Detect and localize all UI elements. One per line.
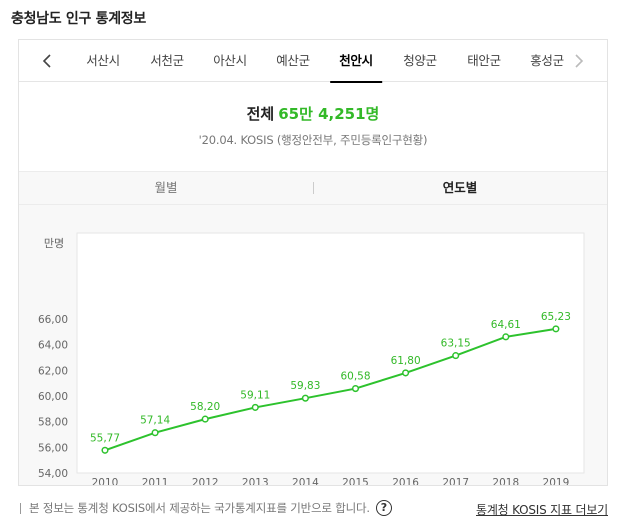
x-tick-label: 2011 <box>142 477 169 485</box>
data-point <box>301 394 309 402</box>
tab-7[interactable]: 태안군 <box>467 53 501 68</box>
data-point <box>201 415 209 423</box>
y-tick-label: 62,00 <box>38 365 68 377</box>
page-title: 충청남도 인구 통계정보 <box>11 11 146 27</box>
y-tick-label: 60,00 <box>38 391 68 403</box>
data-label: 59,11 <box>240 389 270 401</box>
plot-area <box>76 232 585 474</box>
chevron-left-icon[interactable] <box>33 40 61 82</box>
data-label: 58,20 <box>190 401 220 413</box>
data-label: 63,15 <box>441 338 471 350</box>
total-line: 전체 65만 4,251명 <box>19 103 607 124</box>
population-summary: 전체 65만 4,251명 '20.04. KOSIS (행정안전부, 주민등록인… <box>19 83 607 147</box>
data-label: 59,83 <box>290 380 320 392</box>
population-line-chart: 만명 54,00 56,00 58,00 60,00 62,00 64,00 66,00 2… <box>19 205 607 485</box>
y-tick-label: 66,00 <box>38 314 68 326</box>
data-point <box>452 352 460 360</box>
x-tick-label: 2018 <box>492 477 519 485</box>
y-tick-label: 54,00 <box>38 468 68 480</box>
data-point <box>351 385 360 393</box>
data-label: 61,80 <box>391 355 421 367</box>
segment-monthly[interactable]: 월별 <box>154 180 178 195</box>
x-tick-label: 2016 <box>392 477 419 485</box>
data-point <box>552 325 560 333</box>
data-point <box>502 333 510 341</box>
question-circle-icon[interactable]: ? <box>375 500 392 516</box>
segment-divider <box>313 182 314 194</box>
source-text: '20.04. KOSIS (행정안전부, 주민등록인구현황) <box>198 133 428 147</box>
x-tick-label: 2015 <box>342 477 369 485</box>
data-label: 55,77 <box>90 432 120 444</box>
x-tick-label: 2010 <box>92 477 119 485</box>
data-label: 65,23 <box>541 311 571 323</box>
stats-card: 서산시 서천군 아산시 예산군 천안시 청양군 태안군 홍성군 전체 65만 4,251명 '2… <box>18 39 608 486</box>
y-tick-label: 58,00 <box>38 417 68 429</box>
tab-1[interactable]: 서산시 <box>86 53 120 68</box>
data-label: 60,58 <box>340 371 370 383</box>
x-tick-label: 2017 <box>442 477 469 485</box>
footnote-text: 본 정보는 통계청 KOSIS에서 제공하는 국가통계지표를 기반으로 합니다. <box>29 501 370 515</box>
chart-svg: 만명 54,00 56,00 58,00 60,00 62,00 64,00 66,00 2… <box>38 232 585 485</box>
tab-6[interactable]: 청양군 <box>403 53 437 68</box>
tab-2[interactable]: 서천군 <box>150 53 184 68</box>
data-point <box>251 403 259 411</box>
region-tabbar: 서산시 서천군 아산시 예산군 천안시 청양군 태안군 홍성군 <box>19 40 607 83</box>
total-label: 전체 <box>246 105 275 123</box>
segment-yearly[interactable]: 연도별 <box>442 180 478 195</box>
series-line <box>104 327 557 452</box>
data-point <box>151 429 159 437</box>
total-value: 65만 4,251명 <box>278 105 380 123</box>
data-point <box>101 446 109 454</box>
kosis-more-link[interactable]: 통계청 KOSIS 지표 더보기 <box>476 503 608 517</box>
y-tick-label: 56,00 <box>38 442 68 454</box>
tab-5[interactable]: 천안시 <box>330 40 382 83</box>
period-segmented-control: 월별 연도별 <box>19 171 607 205</box>
tab-3[interactable]: 아산시 <box>213 53 247 68</box>
x-tick-label: 2014 <box>292 477 319 485</box>
x-tick-label: 2013 <box>242 477 269 485</box>
data-point <box>402 369 410 377</box>
y-tick-label: 64,00 <box>38 340 68 352</box>
x-tick-label: 2012 <box>192 477 219 485</box>
y-axis-label: 만명 <box>44 237 64 250</box>
tab-8[interactable]: 홍성군 <box>530 53 564 68</box>
footnote: 본 정보는 통계청 KOSIS에서 제공하는 국가통계지표를 기반으로 합니다.… <box>20 500 392 516</box>
data-label: 57,14 <box>140 415 170 427</box>
x-tick-label: 2019 <box>543 477 570 485</box>
chevron-right-icon[interactable] <box>565 40 593 82</box>
footnote-bar <box>20 502 21 514</box>
tab-4[interactable]: 예산군 <box>276 53 310 68</box>
data-label: 64,61 <box>491 319 521 331</box>
